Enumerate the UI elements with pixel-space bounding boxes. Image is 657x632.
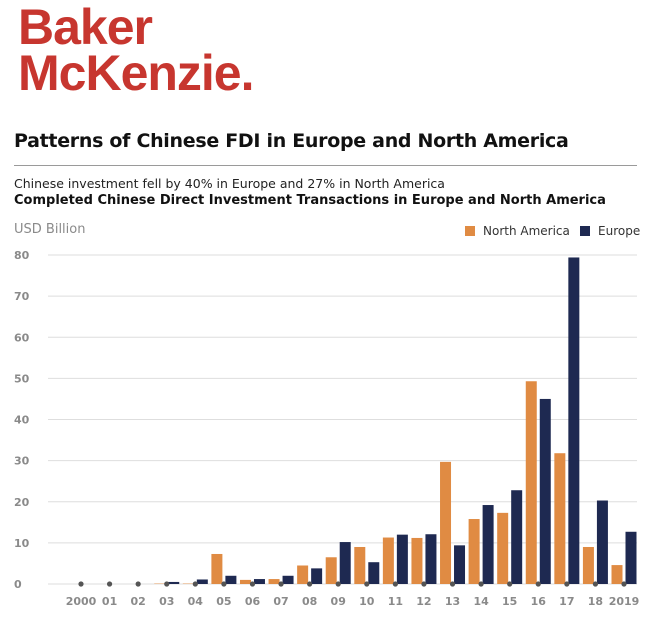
x-tick-label-01: 01 xyxy=(102,595,117,608)
x-tick-label-09: 09 xyxy=(331,595,346,608)
bar-europe-04 xyxy=(196,579,208,584)
y-tick-label-50: 50 xyxy=(14,372,30,385)
bar-europe-08 xyxy=(311,568,323,584)
bar-europe-10 xyxy=(368,562,380,584)
bar-europe-11 xyxy=(396,534,408,584)
title-divider xyxy=(14,165,637,166)
x-axis-marker-07 xyxy=(278,581,284,587)
y-tick-label-40: 40 xyxy=(14,414,30,427)
x-axis-marker-11 xyxy=(392,581,398,587)
x-axis-marker-08 xyxy=(307,581,313,587)
bar-north-america-11 xyxy=(382,537,394,584)
chart-title: Patterns of Chinese FDI in Europe and No… xyxy=(14,130,569,152)
x-tick-label-17: 17 xyxy=(559,595,574,608)
y-tick-label-0: 0 xyxy=(14,578,22,591)
bar-north-america-12 xyxy=(411,537,423,584)
bar-north-america-16 xyxy=(525,381,537,584)
x-tick-label-08: 08 xyxy=(302,595,317,608)
bar-europe-14 xyxy=(482,505,494,584)
x-tick-label-16: 16 xyxy=(531,595,547,608)
bar-europe-09 xyxy=(339,542,351,584)
x-axis-marker-06 xyxy=(249,581,256,587)
x-axis-marker-17 xyxy=(564,581,570,587)
bar-north-america-17 xyxy=(554,453,566,584)
y-tick-label-30: 30 xyxy=(14,455,30,468)
bar-north-america-18 xyxy=(582,546,594,584)
y-tick-label-80: 80 xyxy=(14,249,30,262)
bar-north-america-05 xyxy=(211,553,223,584)
bar-north-america-10 xyxy=(354,546,366,584)
x-tick-label-13: 13 xyxy=(445,595,460,608)
x-axis-marker-09 xyxy=(335,581,341,587)
x-axis-marker-2000 xyxy=(78,581,84,587)
x-axis-marker-04 xyxy=(192,581,198,587)
x-tick-label-18: 18 xyxy=(588,595,603,608)
x-tick-label-06: 06 xyxy=(245,595,261,608)
x-tick-label-14: 14 xyxy=(473,595,489,608)
legend-label-north-america: North America xyxy=(483,224,570,238)
x-tick-label-11: 11 xyxy=(388,595,403,608)
bar-north-america-08 xyxy=(297,565,309,584)
x-axis-marker-2019 xyxy=(621,581,627,587)
bar-europe-03 xyxy=(168,581,180,584)
x-axis-marker-02 xyxy=(135,581,141,587)
x-tick-label-10: 10 xyxy=(359,595,375,608)
bar-europe-05 xyxy=(225,575,237,584)
x-tick-label-07: 07 xyxy=(273,595,288,608)
y-tick-label-10: 10 xyxy=(14,537,30,550)
legend-label-europe: Europe xyxy=(598,224,641,238)
x-tick-label-02: 02 xyxy=(131,595,146,608)
x-axis-marker-16 xyxy=(535,581,541,587)
bar-north-america-13 xyxy=(440,461,452,584)
bar-europe-2019 xyxy=(625,531,637,584)
brand-logo: Baker McKenzie. xyxy=(18,0,255,101)
bar-europe-06 xyxy=(253,579,265,584)
y-tick-label-70: 70 xyxy=(14,290,30,303)
legend-swatch-europe xyxy=(580,226,590,236)
chart-subtitle: Chinese investment fell by 40% in Europe… xyxy=(14,176,445,191)
x-axis-marker-15 xyxy=(507,581,513,587)
x-axis-marker-01 xyxy=(106,581,113,587)
bar-north-america-14 xyxy=(468,519,480,584)
x-tick-label-05: 05 xyxy=(216,595,231,608)
bar-europe-07 xyxy=(282,575,294,584)
bar-north-america-2019 xyxy=(611,565,623,584)
x-tick-label-04: 04 xyxy=(188,595,204,608)
x-axis-marker-13 xyxy=(449,581,456,587)
logo-line-2: McKenzie. xyxy=(18,45,255,101)
legend-swatch-north-america xyxy=(465,226,475,236)
x-tick-label-15: 15 xyxy=(502,595,517,608)
bar-north-america-07 xyxy=(268,579,280,584)
x-tick-label-12: 12 xyxy=(416,595,431,608)
x-axis-marker-05 xyxy=(221,581,227,587)
x-axis-marker-14 xyxy=(478,581,484,587)
legend-item-europe: Europe xyxy=(580,224,640,238)
bar-north-america-15 xyxy=(497,512,509,584)
bar-europe-18 xyxy=(596,500,608,584)
x-axis-marker-10 xyxy=(364,581,370,587)
x-axis-marker-03 xyxy=(164,581,170,587)
x-axis-marker-12 xyxy=(421,581,427,587)
y-axis-unit-label: USD Billion xyxy=(14,222,86,237)
chart-subtitle-bold: Completed Chinese Direct Investment Tran… xyxy=(14,193,606,208)
bar-europe-16 xyxy=(539,398,551,584)
bar-north-america-09 xyxy=(325,557,337,584)
x-axis-marker-18 xyxy=(592,581,599,587)
bar-north-america-06 xyxy=(239,579,251,584)
legend-item-north-america: North America xyxy=(465,224,570,238)
bar-europe-15 xyxy=(511,490,523,584)
y-tick-label-60: 60 xyxy=(14,331,30,344)
bar-europe-17 xyxy=(568,257,580,584)
x-tick-label-03: 03 xyxy=(159,595,174,608)
y-tick-label-20: 20 xyxy=(14,496,30,509)
logo-line-1: Baker xyxy=(18,0,153,55)
bar-europe-12 xyxy=(425,534,437,584)
bar-europe-13 xyxy=(454,545,466,584)
x-tick-label-2019: 2019 xyxy=(609,595,640,608)
x-tick-label-2000: 2000 xyxy=(66,595,97,608)
